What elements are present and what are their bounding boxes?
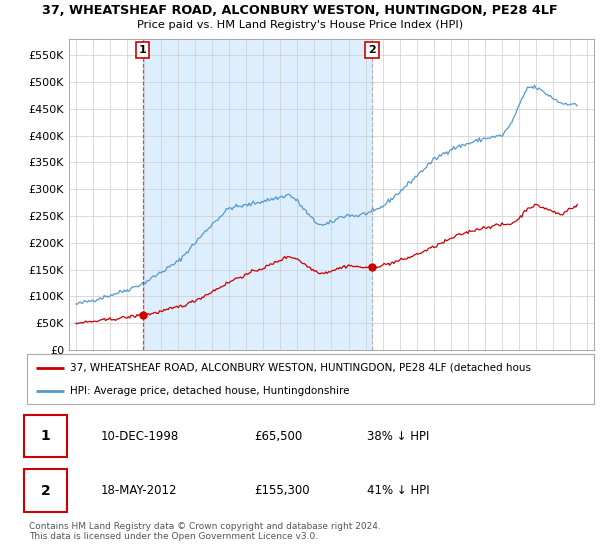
FancyBboxPatch shape — [24, 469, 67, 512]
Text: 41% ↓ HPI: 41% ↓ HPI — [367, 484, 430, 497]
Text: 2: 2 — [368, 45, 376, 55]
Text: 10-DEC-1998: 10-DEC-1998 — [101, 430, 179, 443]
Bar — [143, 39, 372, 350]
FancyBboxPatch shape — [24, 415, 67, 458]
Text: 2: 2 — [41, 484, 50, 498]
Text: £155,300: £155,300 — [254, 484, 310, 497]
Text: Contains HM Land Registry data © Crown copyright and database right 2024.
This d: Contains HM Land Registry data © Crown c… — [29, 522, 380, 542]
Text: 1: 1 — [41, 429, 50, 444]
Text: 18-MAY-2012: 18-MAY-2012 — [101, 484, 177, 497]
Text: £65,500: £65,500 — [254, 430, 302, 443]
Text: 38% ↓ HPI: 38% ↓ HPI — [367, 430, 430, 443]
Text: 37, WHEATSHEAF ROAD, ALCONBURY WESTON, HUNTINGDON, PE28 4LF (detached hous: 37, WHEATSHEAF ROAD, ALCONBURY WESTON, H… — [70, 362, 530, 372]
Text: HPI: Average price, detached house, Huntingdonshire: HPI: Average price, detached house, Hunt… — [70, 386, 349, 396]
Text: 37, WHEATSHEAF ROAD, ALCONBURY WESTON, HUNTINGDON, PE28 4LF: 37, WHEATSHEAF ROAD, ALCONBURY WESTON, H… — [42, 4, 558, 17]
Text: Price paid vs. HM Land Registry's House Price Index (HPI): Price paid vs. HM Land Registry's House … — [137, 20, 463, 30]
Text: 1: 1 — [139, 45, 146, 55]
